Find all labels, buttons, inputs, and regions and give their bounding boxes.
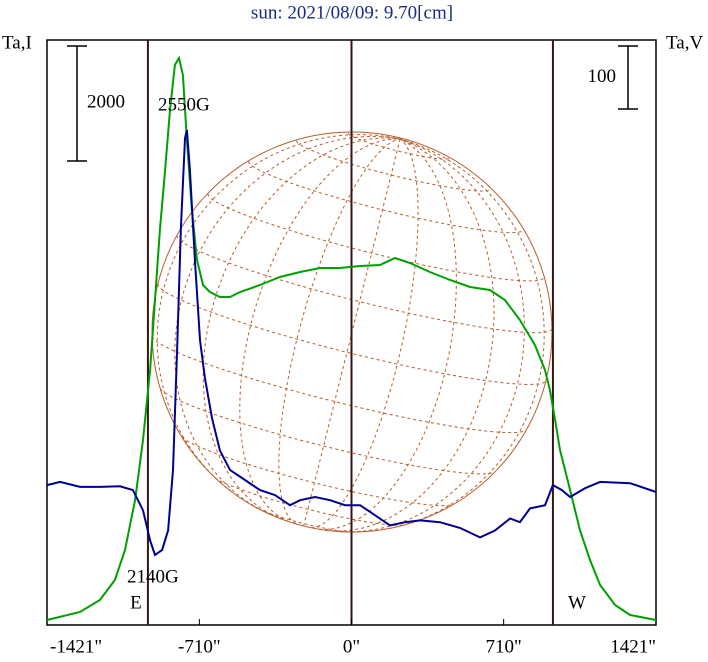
grid-curve (325, 138, 495, 532)
grid-curve (207, 193, 545, 282)
annotation: 2140G (127, 566, 179, 587)
grid-curve (181, 436, 454, 507)
solar-grid (151, 131, 553, 533)
x-tick-label: -710" (178, 636, 221, 657)
grid-curve (202, 137, 401, 520)
limb-label: W (568, 592, 586, 613)
grid-curve (303, 138, 401, 527)
grid-curve (159, 388, 495, 475)
grid-curve (278, 138, 401, 525)
grid-curve (347, 133, 450, 160)
grid-curve (239, 138, 401, 523)
limb-label: E (130, 592, 142, 613)
grid-curve (318, 138, 457, 531)
scale-bar-label: 2000 (87, 91, 125, 112)
x-tick-label: 0" (343, 636, 360, 657)
grid-curve (383, 138, 545, 530)
annotation: 2550G (158, 94, 210, 115)
grid-curve (296, 140, 492, 192)
grid-curve (258, 508, 351, 533)
grid-curve (339, 138, 525, 533)
series-line (46, 55, 657, 621)
scale-bar-label: 100 (588, 66, 617, 87)
y-axis-label: Ta,I (2, 32, 32, 53)
chart-title: sun: 2021/08/09: 9.70[cm] (251, 2, 453, 23)
grid-curve (311, 138, 419, 529)
grid-curve (214, 477, 405, 526)
x-tick-label: -1421" (50, 636, 102, 657)
grid-curve (176, 235, 553, 334)
x-tick-label: 710" (486, 636, 522, 657)
series-line (46, 129, 657, 557)
grid-curve (151, 336, 527, 434)
x-tick-label: 1421" (610, 636, 656, 657)
grid-curve (248, 161, 524, 234)
grid-curve (156, 134, 401, 492)
grid-curve (174, 135, 401, 515)
y2-axis-label: Ta,V (666, 32, 703, 53)
